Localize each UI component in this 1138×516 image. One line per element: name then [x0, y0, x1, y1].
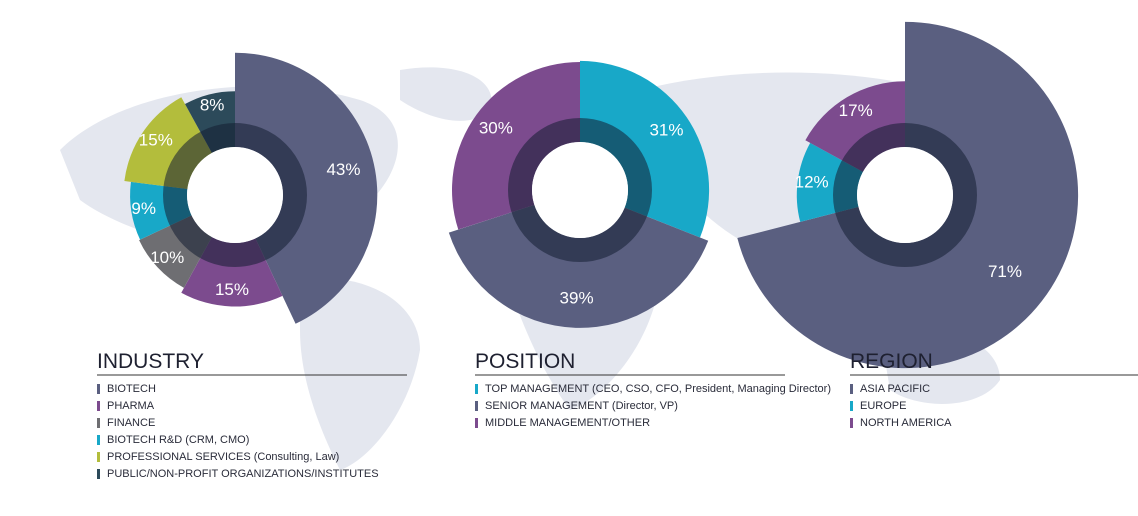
chart-title: POSITION — [475, 350, 575, 373]
legend-label: TOP MANAGEMENT (CEO, CSO, CFO, President… — [485, 383, 831, 395]
donut-hole — [857, 147, 953, 243]
slice-label: 31% — [649, 121, 683, 140]
legend-swatch — [475, 384, 478, 394]
slice-label: 10% — [150, 248, 184, 267]
legend-swatch — [97, 384, 100, 394]
legend-label: PROFESSIONAL SERVICES (Consulting, Law) — [107, 451, 339, 463]
legend-label: SENIOR MANAGEMENT (Director, VP) — [485, 400, 678, 412]
legend-swatch — [97, 435, 100, 445]
donut-hole — [187, 147, 283, 243]
legend-swatch — [97, 401, 100, 411]
pie-slice — [448, 204, 709, 328]
pie-slice — [452, 62, 580, 230]
legend-label: EUROPE — [860, 400, 906, 412]
donut-hole — [532, 142, 628, 238]
slice-label: 12% — [795, 173, 829, 192]
legend-swatch — [850, 401, 853, 411]
legend-swatch — [850, 384, 853, 394]
slice-label: 71% — [988, 262, 1022, 281]
legend-label: ASIA PACIFIC — [860, 383, 930, 395]
donut-ring — [833, 123, 977, 267]
chart-title: INDUSTRY — [97, 350, 204, 373]
pie-slice — [737, 21, 1079, 369]
donut-ring — [163, 123, 307, 267]
legend-label: BIOTECH R&D (CRM, CMO) — [107, 434, 249, 446]
legend-swatch — [850, 418, 853, 428]
legend-label: FINANCE — [107, 417, 155, 429]
legend-swatch — [97, 418, 100, 428]
slice-label: 15% — [215, 280, 249, 299]
chart-title: REGION — [850, 350, 933, 373]
legend-swatch — [97, 469, 100, 479]
slice-label: 39% — [560, 288, 594, 307]
slice-label: 43% — [326, 160, 360, 179]
slice-label: 17% — [839, 101, 873, 120]
donut-ring — [508, 118, 652, 262]
slice-label: 15% — [139, 131, 173, 150]
slice-label: 8% — [200, 95, 225, 114]
legend-label: BIOTECH — [107, 383, 156, 395]
pie-slice — [580, 60, 710, 238]
legend-label: MIDDLE MANAGEMENT/OTHER — [485, 417, 650, 429]
legend-swatch — [475, 401, 478, 411]
legend-label: PUBLIC/NON-PROFIT ORGANIZATIONS/INSTITUT… — [107, 468, 379, 480]
legend-label: PHARMA — [107, 400, 155, 412]
legend-swatch — [475, 418, 478, 428]
legend-label: NORTH AMERICA — [860, 417, 952, 429]
slice-label: 30% — [479, 118, 513, 137]
slice-label: 9% — [131, 199, 156, 218]
legend-swatch — [97, 452, 100, 462]
